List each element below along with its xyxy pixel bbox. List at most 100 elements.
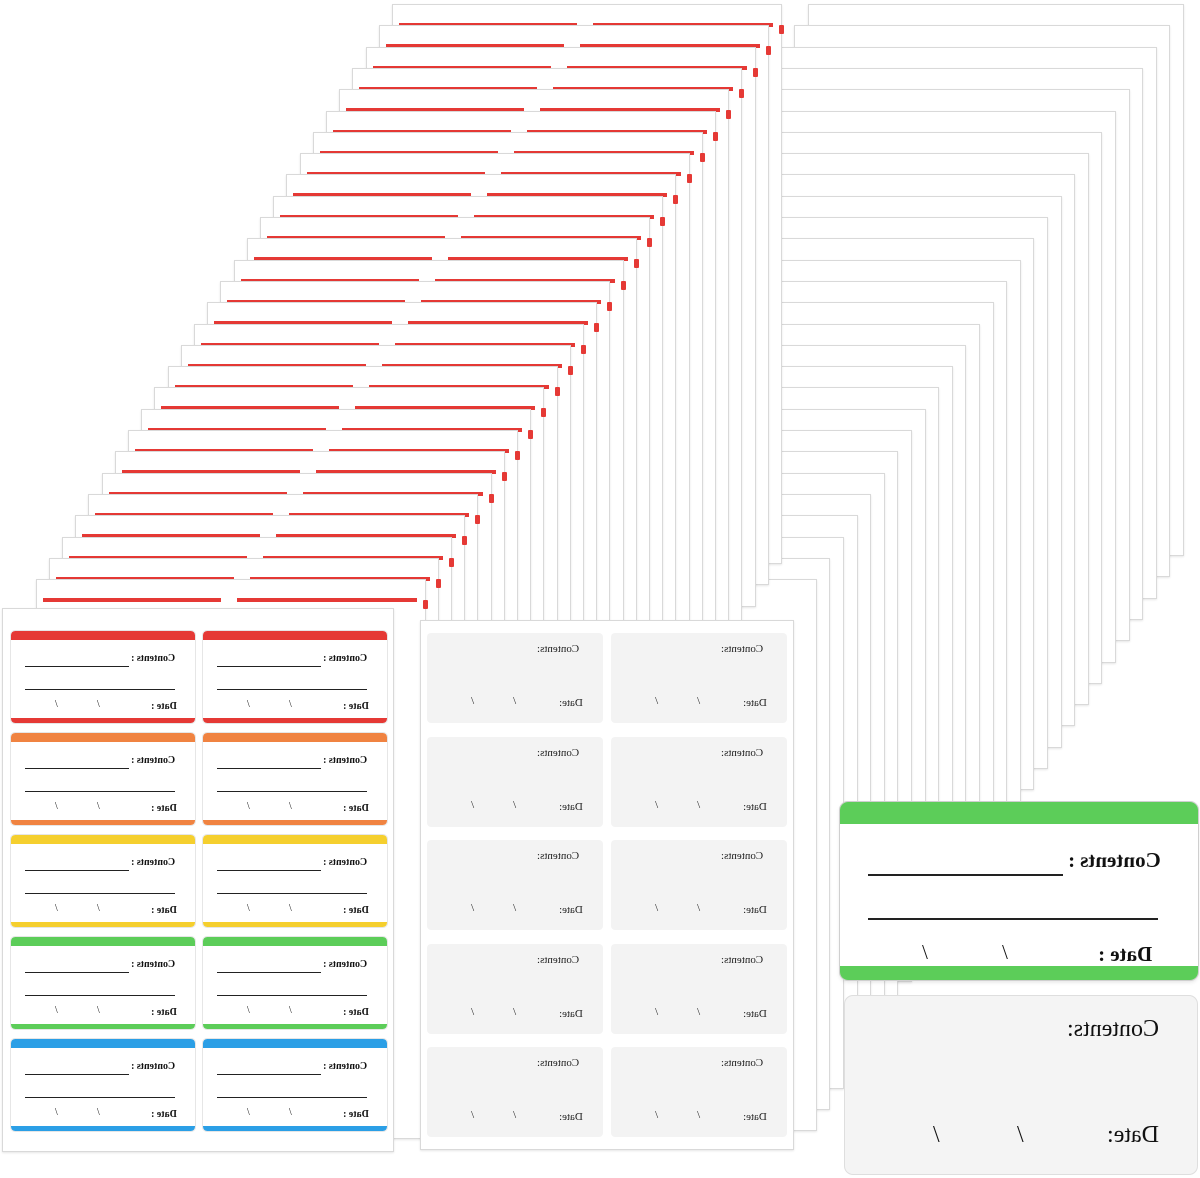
sheet-red-stripe	[42, 598, 221, 603]
green-top-band	[840, 802, 1198, 824]
contents-text: Contents :	[131, 857, 176, 868]
sheet-red-stripe	[434, 278, 615, 283]
sheet-red-stripe	[359, 86, 538, 91]
sheet-red-stripe	[381, 363, 562, 368]
white-label: Contents: Date: / /	[611, 1047, 787, 1137]
sheet-edge-tab	[449, 557, 454, 567]
contents-text: Contents :	[323, 959, 368, 970]
colored-label-orange: Contents : Date : / /	[11, 733, 195, 825]
sheet-red-stripe	[214, 321, 393, 326]
second-line	[25, 893, 175, 894]
sheet-red-stripe	[385, 44, 564, 49]
sheet-red-stripe	[527, 129, 707, 134]
date-text: Date :	[151, 803, 177, 814]
sheet-red-stripe	[553, 86, 734, 91]
colored-label-yellow: Contents : Date : / /	[203, 835, 387, 927]
sheet-edge-tab	[581, 344, 586, 354]
colored-label-orange: Contents : Date : / /	[203, 733, 387, 825]
date-slash: /	[97, 903, 100, 914]
sheet-red-stripe	[368, 385, 549, 390]
date-text: Date:	[559, 800, 583, 813]
green-sample-label: Contents : Date : / /	[840, 802, 1198, 980]
date-slash: /	[247, 903, 250, 914]
sheet-red-stripe	[240, 278, 419, 283]
sheet-edge-tab	[633, 259, 639, 269]
date-slash: /	[655, 1005, 659, 1018]
contents-text: Contents:	[721, 1057, 764, 1069]
date-slash: /	[247, 1005, 250, 1016]
sheet-red-stripe	[579, 44, 760, 49]
date-text: Date:	[743, 800, 767, 813]
second-line	[217, 1097, 367, 1098]
sheet-red-stripe	[253, 257, 432, 262]
date-text: Date:	[559, 904, 583, 916]
colored-label-blue: Contents : Date : / /	[203, 1039, 387, 1131]
red-top-band	[203, 631, 387, 640]
sheet-red-stripe	[372, 65, 551, 70]
contents-line	[25, 1074, 129, 1075]
date-slash: /	[513, 1109, 517, 1121]
date-text: Date :	[151, 701, 177, 712]
date-slash: /	[471, 1109, 475, 1121]
second-line	[25, 995, 175, 996]
yellow-top-band	[11, 835, 195, 844]
contents-text: Contents :	[131, 1061, 176, 1072]
sheet-edge-tab	[686, 174, 692, 184]
date-slash: /	[247, 1107, 250, 1118]
contents-text: Contents:	[537, 850, 580, 862]
date-slash: /	[655, 1109, 659, 1121]
sheet-edge-tab	[752, 67, 758, 77]
date-slash: /	[513, 902, 517, 914]
contents-text: Contents :	[131, 755, 176, 766]
second-line	[25, 689, 175, 690]
contents-line	[25, 972, 129, 973]
sheet-red-stripe	[82, 534, 261, 539]
sheet-red-stripe	[187, 363, 366, 368]
date-text: Date :	[343, 1109, 369, 1120]
sheet-red-stripe	[342, 427, 523, 432]
white-label: Contents: Date: / /	[427, 736, 603, 827]
white-label: Contents: Date: / /	[427, 943, 603, 1034]
contents-line	[25, 870, 129, 871]
sheet-edge-tab	[765, 46, 771, 56]
green-sample-line-1	[868, 874, 1063, 876]
date-text: Date:	[559, 1007, 583, 1020]
white-label-sheet-front: Contents: Date: / / Contents: Date: / / Contents…	[420, 620, 794, 1150]
sheet-red-stripe	[236, 598, 417, 603]
sheet-red-stripe	[355, 406, 536, 411]
second-line	[217, 689, 367, 690]
white-sample-date-text: Date:	[1107, 1122, 1159, 1148]
date-text: Date:	[743, 1111, 767, 1123]
colored-label-red: Contents : Date : / /	[203, 631, 387, 723]
sheet-edge-tab	[739, 88, 745, 98]
contents-line	[217, 972, 321, 973]
date-slash: /	[247, 801, 250, 812]
date-slash: /	[513, 798, 517, 811]
sheet-red-stripe	[135, 449, 313, 453]
orange-top-band	[203, 733, 387, 742]
second-line	[217, 893, 367, 894]
second-line	[217, 791, 367, 792]
green-sample-line-2	[868, 918, 1158, 920]
date-slash: /	[655, 695, 659, 707]
date-slash: /	[55, 903, 58, 914]
sheet-edge-tab	[528, 429, 534, 439]
sheet-edge-tab	[713, 131, 718, 141]
date-text: Date :	[151, 905, 177, 916]
blue-top-band	[203, 1039, 387, 1048]
sheet-red-stripe	[333, 129, 511, 134]
colored-label-red: Contents : Date : / /	[11, 631, 195, 723]
sheet-red-stripe	[540, 108, 721, 113]
yellow-bottom-band	[11, 922, 195, 927]
date-slash: /	[55, 1107, 58, 1118]
date-text: Date:	[743, 1007, 767, 1020]
contents-text: Contents:	[537, 746, 580, 759]
sheet-red-stripe	[201, 342, 379, 347]
date-slash: /	[289, 801, 292, 812]
date-slash: /	[247, 699, 250, 710]
green-bottom-band	[203, 1024, 387, 1029]
date-text: Date :	[343, 905, 369, 916]
sheet-edge-tab	[541, 408, 547, 418]
date-text: Date:	[559, 1111, 583, 1123]
sheet-edge-tab	[475, 514, 481, 524]
